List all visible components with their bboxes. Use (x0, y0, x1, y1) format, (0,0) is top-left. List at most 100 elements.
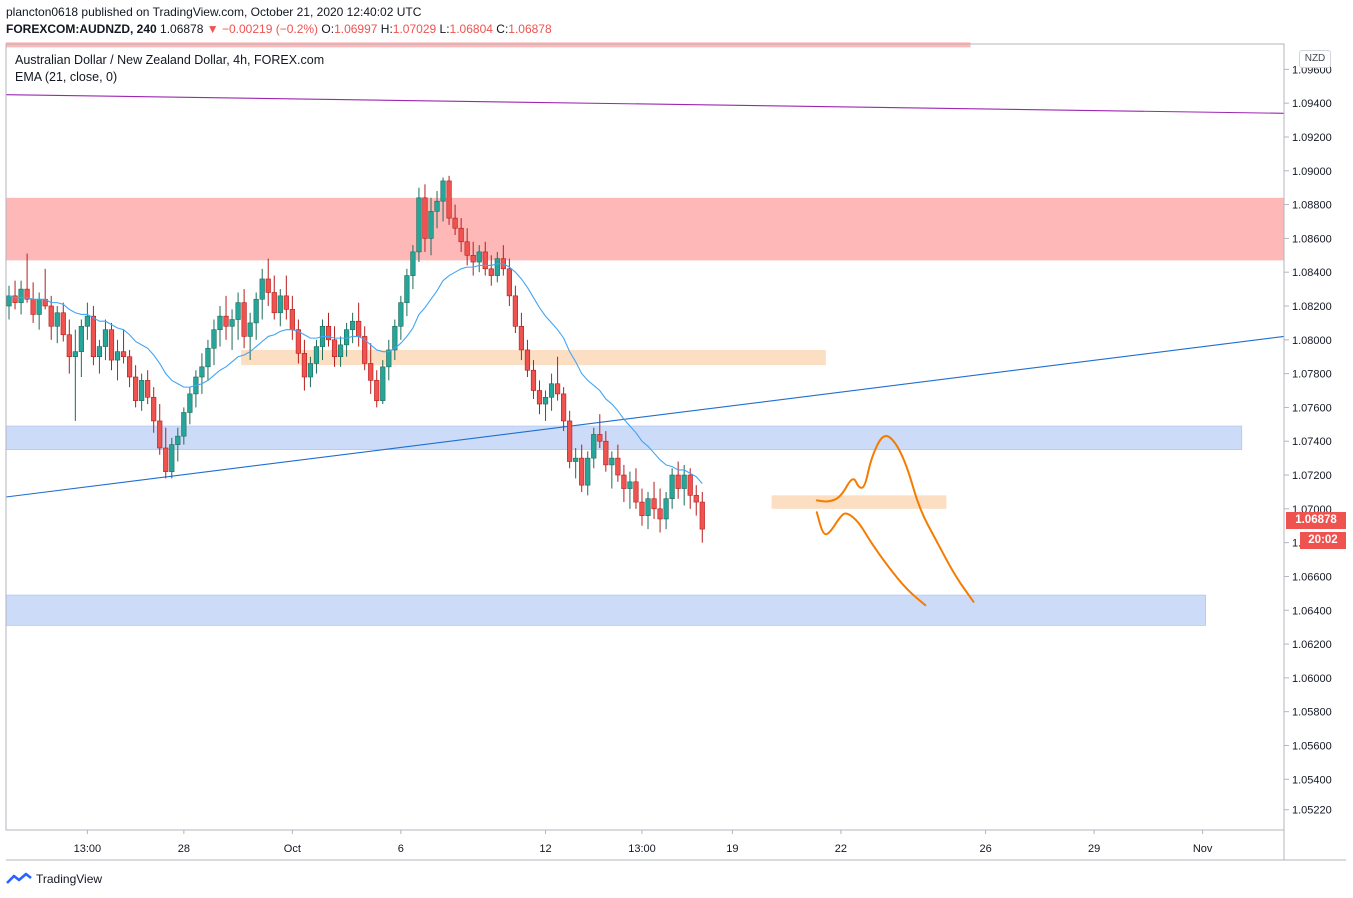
candle (554, 356, 561, 401)
y-tick-label: 1.06200 (1292, 639, 1332, 651)
candle-body (30, 298, 36, 315)
candle (681, 464, 687, 506)
candle-body (470, 254, 476, 263)
candle-body (374, 380, 380, 401)
candle-body (313, 346, 320, 364)
candle (464, 228, 470, 266)
candle-body (657, 508, 663, 520)
candle (548, 373, 555, 411)
candle-body (325, 325, 332, 341)
x-tick-label: Nov (1193, 843, 1213, 855)
candle (639, 488, 645, 526)
candle-body (36, 298, 42, 315)
candle-body (295, 329, 301, 354)
last-price: 1.06878 (160, 22, 204, 36)
candle (452, 204, 458, 236)
candle-body (669, 474, 675, 499)
candle-body (48, 305, 54, 327)
candle (687, 468, 693, 509)
zone-support-5 (5, 594, 1206, 626)
legend-title: Australian Dollar / New Zealand Dollar, … (15, 53, 325, 67)
candle (307, 356, 314, 388)
x-tick-label: 22 (835, 843, 847, 855)
candle (265, 258, 271, 306)
zones-layer (5, 42, 1284, 626)
tradingview-logo-icon (6, 872, 32, 884)
candle (193, 370, 199, 408)
y-tick-label: 1.05800 (1292, 707, 1332, 719)
candle (645, 491, 651, 530)
candle-body (96, 346, 103, 358)
y-tick-label: 1.06000 (1292, 673, 1332, 685)
frame-layer (5, 43, 1346, 861)
candle-body (452, 217, 458, 229)
candle (603, 431, 609, 472)
candle (675, 461, 681, 499)
candle-body (114, 351, 121, 361)
candle (663, 491, 669, 530)
candle-body (621, 474, 627, 489)
candle-body (120, 351, 127, 358)
candle-body (139, 380, 145, 401)
chart-header: plancton0618 published on TradingView.co… (6, 4, 552, 38)
candle-body (350, 320, 356, 330)
candle (217, 306, 223, 347)
candle (289, 295, 295, 340)
candle-body (591, 434, 597, 459)
candle-body (476, 251, 482, 263)
candle-body (494, 258, 500, 276)
candle-body (512, 295, 518, 327)
candle (30, 282, 36, 323)
candle-body (464, 241, 470, 256)
y-tick-label: 1.08400 (1292, 267, 1332, 279)
candle (362, 326, 368, 371)
y-tick-label: 1.09000 (1292, 166, 1332, 178)
candle (205, 339, 211, 381)
candle-body (356, 320, 362, 337)
candle (422, 184, 428, 252)
x-tick-label: 26 (979, 843, 991, 855)
candle-body (615, 457, 621, 476)
candle (669, 468, 675, 509)
candle (350, 312, 356, 344)
candle-body (548, 383, 555, 398)
candle (12, 280, 18, 310)
candle (90, 306, 97, 366)
candle (259, 268, 265, 320)
candle-body (410, 251, 416, 276)
candle (211, 319, 217, 366)
zone-support-3 (5, 425, 1243, 450)
candle-body (60, 312, 66, 336)
candle (114, 339, 121, 381)
candle-body (72, 351, 78, 358)
candle (277, 289, 283, 327)
candle-body (235, 302, 241, 320)
candle (398, 295, 404, 340)
candle (446, 175, 452, 225)
footer-brand[interactable]: TradingView (6, 872, 102, 886)
candle-body (151, 396, 157, 422)
y-tick-label: 1.08000 (1292, 335, 1332, 347)
candle-body (66, 334, 72, 358)
symbol-info: FOREXCOM:AUDNZD, 240 1.06878 ▼ −0.00219 … (6, 21, 552, 38)
candle-body (380, 366, 386, 401)
y-tick-label: 1.07400 (1292, 436, 1332, 448)
candle (271, 275, 277, 320)
candle (518, 312, 525, 361)
candle-body (639, 501, 645, 516)
candle-body (18, 288, 24, 303)
price-axis: 1.096001.094001.092001.090001.088001.086… (1284, 64, 1332, 817)
candle-body (301, 353, 307, 378)
candle-body (337, 344, 344, 358)
candle-body (428, 211, 434, 239)
currency-label[interactable]: NZD (1299, 50, 1331, 68)
y-tick-label: 1.05400 (1292, 774, 1332, 786)
candle-body (157, 420, 163, 449)
candle (416, 187, 422, 263)
candle-body (609, 457, 615, 466)
candle-body (229, 319, 235, 327)
candle-body (78, 325, 84, 352)
candle-body (217, 315, 223, 330)
candle (410, 245, 416, 290)
